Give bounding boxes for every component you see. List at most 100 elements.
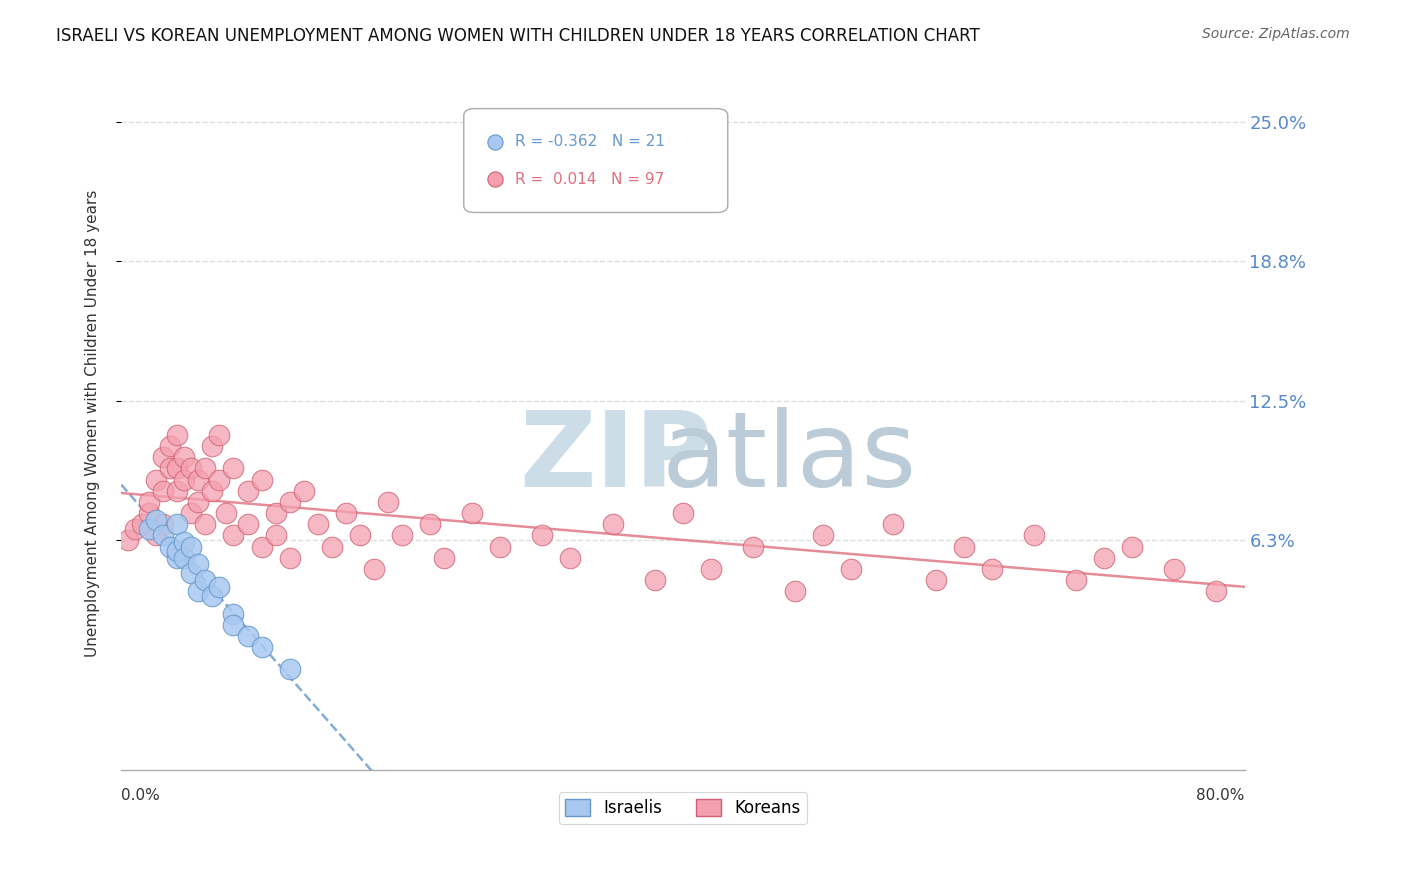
Point: [166, 544, 188, 558]
Point: [159, 540, 181, 554]
Text: ZIP: ZIP: [519, 408, 711, 509]
Point: [278, 550, 301, 565]
Point: [1205, 584, 1227, 599]
Point: [222, 617, 245, 632]
Point: [201, 439, 224, 453]
Point: [377, 495, 399, 509]
Point: [321, 540, 343, 554]
Point: [278, 663, 301, 677]
Text: atlas: atlas: [662, 408, 917, 509]
Point: [152, 517, 174, 532]
Point: [489, 540, 512, 554]
Point: [391, 528, 413, 542]
Point: [180, 506, 202, 520]
Point: [180, 566, 202, 581]
Point: [644, 573, 666, 587]
Point: [138, 522, 160, 536]
Point: [187, 473, 209, 487]
Point: [236, 517, 259, 532]
Point: [208, 473, 231, 487]
Point: [166, 428, 188, 442]
Point: [180, 461, 202, 475]
Point: [187, 584, 209, 599]
FancyBboxPatch shape: [464, 109, 728, 212]
Point: [278, 495, 301, 509]
Point: [187, 558, 209, 572]
Point: [145, 473, 167, 487]
Point: [363, 562, 385, 576]
Point: [602, 517, 624, 532]
Point: [194, 461, 217, 475]
Point: [131, 517, 153, 532]
Point: [117, 533, 139, 547]
Point: [145, 513, 167, 527]
Point: [194, 517, 217, 532]
Point: [201, 483, 224, 498]
Point: [138, 495, 160, 509]
Text: ISRAELI VS KOREAN UNEMPLOYMENT AMONG WOMEN WITH CHILDREN UNDER 18 YEARS CORRELAT: ISRAELI VS KOREAN UNEMPLOYMENT AMONG WOM…: [56, 27, 980, 45]
Point: [152, 450, 174, 465]
Point: [250, 473, 273, 487]
Point: [222, 607, 245, 621]
Text: R = -0.362   N = 21: R = -0.362 N = 21: [516, 135, 665, 149]
Point: [152, 483, 174, 498]
Text: 80.0%: 80.0%: [1197, 788, 1244, 803]
Point: [145, 528, 167, 542]
Point: [201, 589, 224, 603]
Point: [700, 562, 723, 576]
Point: [187, 495, 209, 509]
Point: [924, 573, 946, 587]
Point: [560, 550, 582, 565]
Point: [307, 517, 329, 532]
Point: [882, 517, 904, 532]
Point: [166, 483, 188, 498]
Point: [124, 522, 146, 536]
Point: [173, 550, 195, 565]
Point: [461, 506, 484, 520]
Point: [264, 528, 287, 542]
Point: [264, 506, 287, 520]
Point: [173, 450, 195, 465]
Point: [180, 540, 202, 554]
Point: [166, 461, 188, 475]
Point: [841, 562, 863, 576]
Text: 0.0%: 0.0%: [121, 788, 160, 803]
Point: [335, 506, 357, 520]
Point: [152, 528, 174, 542]
Point: [292, 483, 315, 498]
Point: [419, 517, 441, 532]
Point: [813, 528, 835, 542]
Point: [236, 629, 259, 643]
Point: [1163, 562, 1185, 576]
Point: [173, 535, 195, 549]
Point: [952, 540, 974, 554]
Point: [159, 461, 181, 475]
Point: [166, 550, 188, 565]
Point: [531, 528, 554, 542]
Text: Source: ZipAtlas.com: Source: ZipAtlas.com: [1202, 27, 1350, 41]
Point: [250, 540, 273, 554]
Point: [980, 562, 1002, 576]
Point: [222, 528, 245, 542]
Point: [166, 517, 188, 532]
Point: [349, 528, 371, 542]
Point: [194, 573, 217, 587]
Point: [208, 428, 231, 442]
Point: [433, 550, 456, 565]
Point: [236, 483, 259, 498]
Legend: Israelis, Koreans: Israelis, Koreans: [558, 792, 807, 824]
Point: [1064, 573, 1087, 587]
Y-axis label: Unemployment Among Women with Children Under 18 years: Unemployment Among Women with Children U…: [86, 190, 100, 657]
Point: [250, 640, 273, 654]
Text: R =  0.014   N = 97: R = 0.014 N = 97: [516, 172, 665, 186]
Point: [215, 506, 238, 520]
Point: [173, 473, 195, 487]
Point: [1022, 528, 1045, 542]
Point: [742, 540, 765, 554]
Point: [208, 580, 231, 594]
Point: [1092, 550, 1115, 565]
Point: [138, 506, 160, 520]
Point: [222, 461, 245, 475]
Point: [1121, 540, 1143, 554]
Point: [785, 584, 807, 599]
